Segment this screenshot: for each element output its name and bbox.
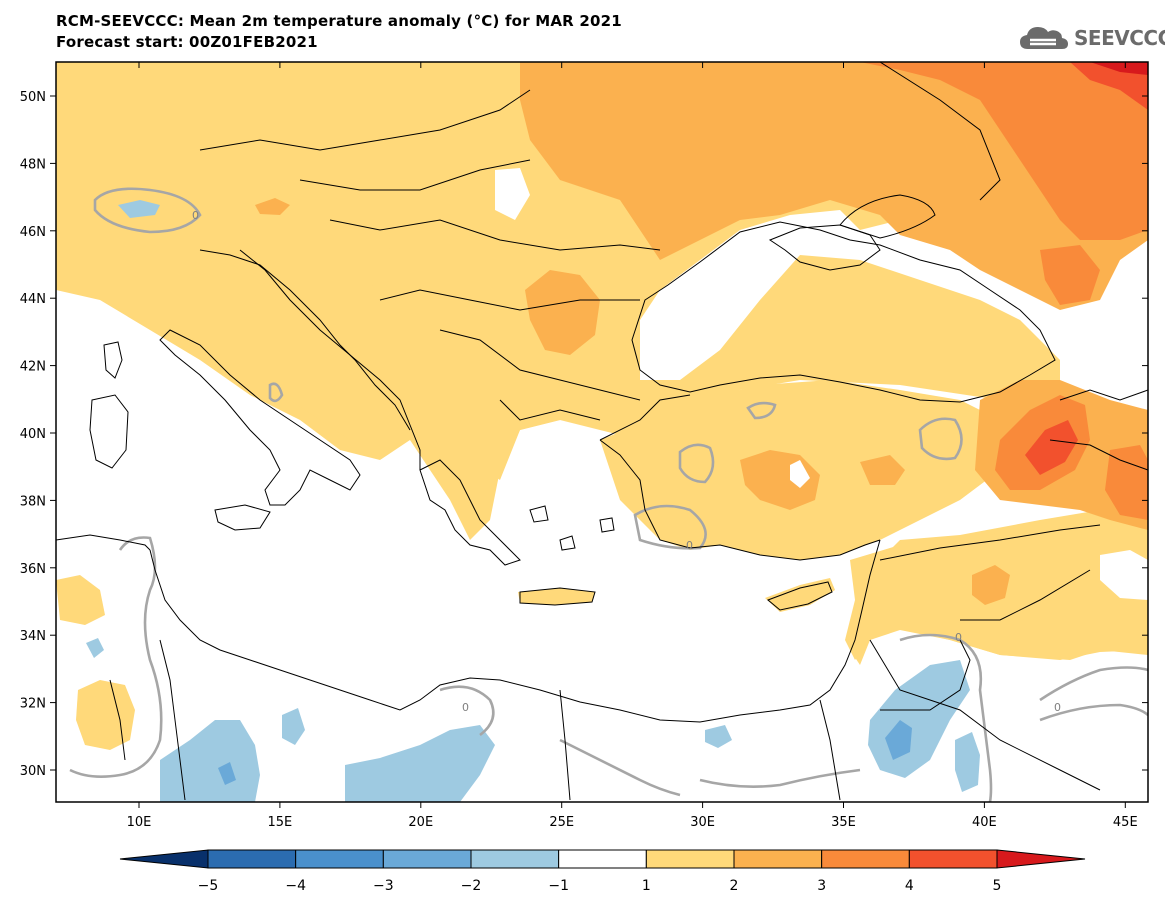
colorbar-label: 2: [730, 878, 739, 894]
lat-label: 30N: [20, 764, 46, 779]
lat-label: 38N: [20, 494, 46, 509]
contour-label: 0: [1054, 701, 1061, 714]
lat-label: 32N: [20, 697, 46, 712]
anomaly-region-3to4-iran: [1105, 445, 1148, 520]
anomaly-region-3to4-russia: [860, 62, 1148, 240]
anomaly-gap-iraq: [1100, 550, 1148, 600]
colorbar-box: [733, 849, 823, 869]
lon-label: 20E: [408, 815, 433, 830]
colorbar-label: −4: [285, 878, 306, 894]
anomaly-region-1to2-algeria: [56, 575, 105, 625]
coastline-borders: [56, 62, 1148, 801]
lon-label: 45E: [1113, 815, 1138, 830]
legend-colorbar: −5 −4 −3 −2 −1 1 2 3 4 5: [119, 849, 1086, 894]
lat-label: 36N: [20, 562, 46, 577]
anomaly-region-4to5-armenia: [1025, 420, 1078, 475]
colorbar-label: 4: [905, 878, 914, 894]
anomaly-region-3to4-caspian: [1040, 245, 1100, 305]
anomaly-region-m1tom2-saudi: [955, 732, 980, 792]
contour-label: 0: [686, 539, 693, 552]
colorbar-max-arrow: [996, 849, 1086, 869]
seevccc-logo: SEEVCCC: [1018, 22, 1165, 54]
latitude-axis: 50N 48N 46N 44N 42N 40N 38N 36N 34N 32N 30N: [20, 90, 1148, 779]
colorbar-label: −5: [198, 878, 219, 894]
lon-label: 25E: [549, 815, 574, 830]
map-title: RCM-SEEVCCC: Mean 2m temperature anomaly…: [56, 12, 622, 30]
anomaly-region-2to3-turkey-b: [860, 455, 905, 485]
lon-label: 10E: [127, 815, 152, 830]
colorbar-box: [558, 849, 647, 869]
anomaly-region-m1tom2-tunisia: [86, 638, 104, 658]
anomaly-fill-layer: [56, 62, 1148, 802]
lon-label: 35E: [831, 815, 856, 830]
anomaly-region-4to5-russia-ne: [1070, 62, 1148, 110]
anomaly-region-1to2-tunisia: [76, 680, 135, 750]
colorbar-box: [382, 849, 472, 869]
anomaly-region-1to2-crete: [518, 588, 595, 605]
anomaly-region-m2tom3-jordan: [885, 720, 912, 760]
colorbar-label: −1: [548, 878, 569, 894]
anomaly-region-2to3-east: [520, 62, 1148, 310]
colorbar-min-arrow: [119, 849, 209, 869]
lat-label: 48N: [20, 157, 46, 172]
colorbar-label: −3: [373, 878, 394, 894]
anomaly-region-m1tom2-egypt: [705, 725, 732, 748]
anomaly-region-1to2-cyprus: [765, 578, 835, 612]
colorbar-box: [821, 849, 910, 869]
anomaly-region-m2tom3-libya: [218, 762, 236, 785]
anomaly-region-2to3-syria: [972, 565, 1010, 605]
anomaly-region-m1tom2-alps: [118, 200, 160, 218]
colorbar-box: [295, 849, 384, 869]
colorbar-label: −2: [461, 878, 482, 894]
colorbar-box: [645, 849, 735, 869]
logo-text: SEEVCCC: [1074, 26, 1165, 50]
zero-contour-labels: 0 0 0 0 0: [192, 209, 1061, 714]
lat-label: 42N: [20, 360, 46, 375]
map-frame: [55, 61, 1149, 803]
longitude-axis: 10E 15E 20E 25E 30E 35E 40E 45E: [127, 62, 1138, 830]
contour-label: 0: [955, 631, 962, 644]
lat-label: 46N: [20, 225, 46, 240]
colorbar-label: 5: [993, 878, 1002, 894]
lon-label: 40E: [972, 815, 997, 830]
colorbar-box: [908, 849, 998, 869]
lon-label: 15E: [268, 815, 293, 830]
lat-label: 40N: [20, 427, 46, 442]
lon-label: 30E: [690, 815, 715, 830]
colorbar-label: 3: [817, 878, 826, 894]
contour-label: 0: [462, 701, 469, 714]
anomaly-gap-turkey: [790, 460, 810, 488]
anomaly-region-m1tom2-libya: [160, 720, 260, 802]
anomaly-region-1to2-italy: [180, 250, 370, 440]
anomaly-region-m1tom2-cyrenaica: [345, 725, 495, 802]
lat-label: 34N: [20, 629, 46, 644]
forecast-start-label: Forecast start: 00Z01FEB2021: [56, 33, 318, 51]
anomaly-region-m1tom2-libya-b: [282, 708, 305, 745]
colorbar-box: [470, 849, 560, 869]
lat-label: 50N: [20, 90, 46, 105]
anomaly-gap-ukraine: [495, 168, 530, 220]
lat-label: 44N: [20, 292, 46, 307]
anomaly-region-2to3-alps: [255, 198, 290, 215]
colorbar-label: 1: [642, 878, 651, 894]
cloud-icon: [1020, 27, 1068, 49]
colorbar-box: [207, 849, 297, 869]
anomaly-region-gt5-russia: [1090, 62, 1148, 75]
anomaly-region-2to3-romania: [525, 270, 600, 355]
contour-label: 0: [192, 209, 199, 222]
